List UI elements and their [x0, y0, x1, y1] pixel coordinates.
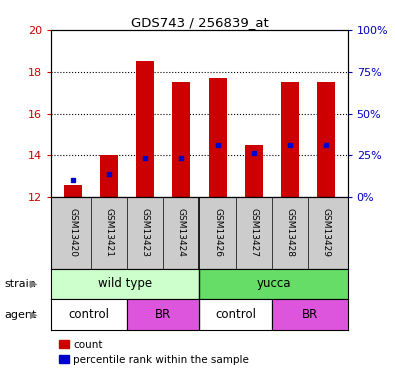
Text: percentile rank within the sample: percentile rank within the sample	[73, 355, 249, 365]
Text: ▶: ▶	[30, 310, 37, 320]
Text: GSM13428: GSM13428	[285, 209, 294, 257]
Bar	[51, 268, 199, 299]
Bar	[136, 62, 154, 197]
Text: GSM13421: GSM13421	[105, 209, 114, 257]
Bar	[281, 82, 299, 197]
Bar	[172, 82, 190, 197]
Bar	[245, 145, 263, 197]
Bar	[272, 299, 348, 330]
Text: GSM13424: GSM13424	[177, 209, 186, 257]
Bar	[199, 299, 272, 330]
Text: BR: BR	[155, 308, 171, 321]
Bar	[199, 268, 348, 299]
Text: GSM13429: GSM13429	[322, 209, 331, 257]
Text: GSM13426: GSM13426	[213, 209, 222, 257]
Text: strain: strain	[4, 279, 36, 289]
Bar	[127, 299, 199, 330]
Text: GSM13427: GSM13427	[249, 209, 258, 257]
Text: ▶: ▶	[30, 279, 37, 289]
Title: GDS743 / 256839_at: GDS743 / 256839_at	[131, 16, 268, 29]
Bar	[51, 299, 127, 330]
Text: control: control	[69, 308, 110, 321]
Bar	[317, 82, 335, 197]
Text: wild type: wild type	[98, 278, 152, 290]
Bar	[64, 185, 82, 197]
Text: GSM13423: GSM13423	[141, 209, 150, 257]
Text: GSM13420: GSM13420	[68, 209, 77, 257]
Bar	[209, 78, 227, 197]
Text: count: count	[73, 340, 103, 350]
Text: BR: BR	[301, 308, 318, 321]
Text: agent: agent	[4, 310, 36, 320]
Text: control: control	[215, 308, 256, 321]
Text: yucca: yucca	[256, 278, 291, 290]
Bar	[100, 155, 118, 197]
